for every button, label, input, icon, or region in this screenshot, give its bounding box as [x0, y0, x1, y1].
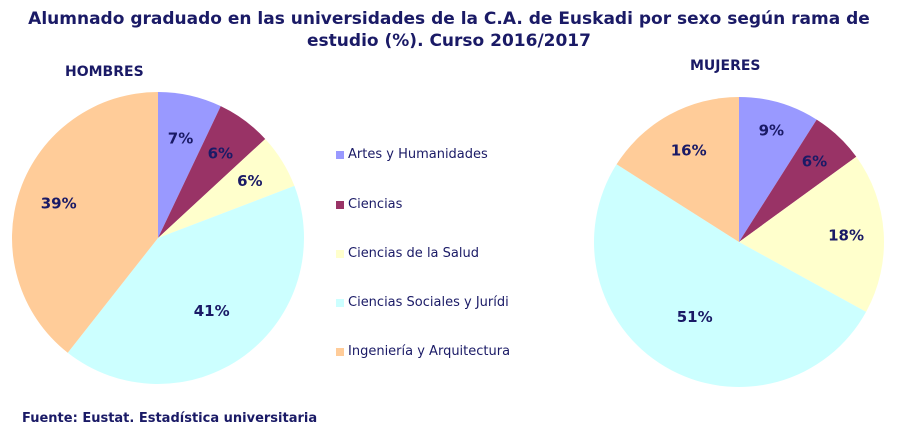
pie-slice-hombres-ciencias [158, 106, 266, 238]
legend-item-sociales: Ciencias Sociales y Jurídi [336, 295, 541, 310]
pie-slice-mujeres-sociales [593, 164, 867, 388]
pie-title-hombres: HOMBRES [65, 64, 144, 80]
pie-slice-mujeres-artes [739, 97, 817, 242]
chart-title: Alumnado graduado en las universidades d… [28, 9, 870, 51]
data-label-mujeres-ingenieria: 16% [671, 142, 707, 160]
data-label-mujeres-salud: 18% [828, 226, 864, 244]
data-label-hombres-ingenieria: 39% [41, 195, 77, 213]
legend-swatch [336, 298, 344, 307]
legend-label: Ciencias [348, 197, 403, 212]
legend-label: Ciencias Sociales y Jurídi [348, 295, 509, 310]
legend-label: Ciencias de la Salud [348, 246, 479, 261]
data-label-hombres-artes: 7% [168, 129, 193, 147]
legend-label: Ingeniería y Arquitectura [348, 344, 511, 359]
source-note: Fuente: Eustat. Estadística universitari… [22, 411, 318, 426]
data-label-hombres-sociales: 41% [194, 302, 230, 320]
pie-slice-mujeres-salud [739, 156, 884, 312]
pie-slice-mujeres-ingenieria [616, 97, 739, 242]
pie-slice-mujeres-ciencias [739, 119, 857, 242]
data-label-mujeres-ciencias: 6% [802, 153, 827, 171]
legend-item-salud: Ciencias de la Salud [336, 246, 541, 261]
data-label-mujeres-sociales: 51% [677, 308, 713, 326]
pie-slice-hombres-artes [158, 92, 221, 238]
legend-swatch [336, 200, 344, 209]
legend-swatch [336, 249, 344, 258]
data-label-mujeres-artes: 9% [759, 122, 784, 140]
pie-title-mujeres: MUJERES [690, 58, 761, 74]
data-label-hombres-salud: 6% [237, 172, 262, 190]
pie-slice-hombres-ingenieria [11, 92, 158, 353]
legend-item-ciencias: Ciencias [336, 197, 541, 212]
data-label-hombres-ciencias: 6% [208, 144, 233, 162]
legend-label: Artes y Humanidades [348, 147, 488, 162]
pie-slice-hombres-sociales [67, 185, 304, 384]
legend-swatch [336, 347, 344, 356]
legend-item-ingenieria: Ingeniería y Arquitectura [336, 344, 541, 359]
legend-item-artes: Artes y Humanidades [336, 147, 541, 162]
legend-swatch [336, 150, 344, 159]
pie-slice-hombres-salud [158, 138, 295, 238]
